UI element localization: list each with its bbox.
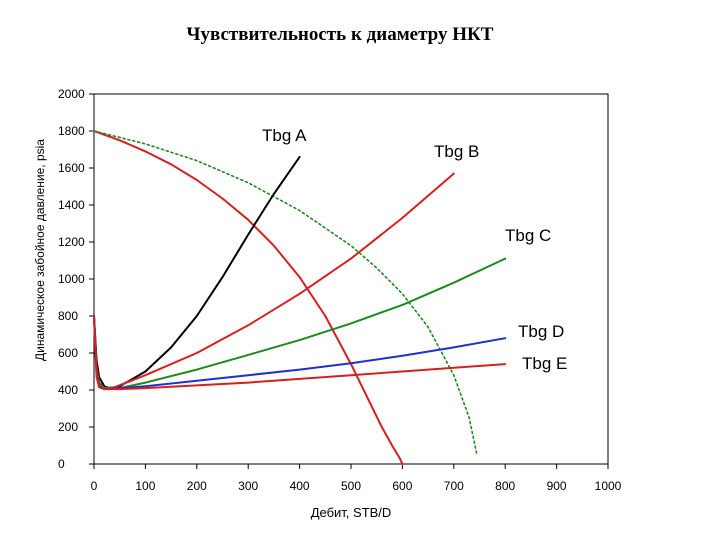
series-layer: [93, 130, 507, 465]
y-tick-label: 200: [58, 420, 78, 434]
y-tick-label: 400: [58, 383, 78, 397]
ipr-1-curve: [93, 130, 478, 456]
x-tick-label: 200: [187, 479, 207, 493]
x-tick-label: 700: [444, 479, 464, 493]
series-label-tbg-c: Tbg C: [505, 226, 551, 245]
x-tick-label: 100: [135, 479, 155, 493]
series-labels: Tbg A Tbg B Tbg C Tbg D Tbg E: [262, 126, 567, 373]
y-tick-label: 1200: [58, 235, 85, 249]
y-tick-label: 800: [58, 309, 78, 323]
x-tick-label: 0: [91, 479, 98, 493]
series-label-tbg-a: Tbg A: [262, 126, 307, 145]
x-tick-label: 600: [392, 479, 412, 493]
y-tick-label: 1000: [58, 272, 85, 286]
axis-ticks: 0 100 200 300 400 500 600 700 800 900 1000 0 200 400 6…: [58, 87, 622, 493]
x-tick-label: 400: [290, 479, 310, 493]
ipr-0-curve: [93, 130, 404, 465]
y-tick-label: 2000: [58, 87, 85, 101]
x-tick-label: 300: [238, 479, 258, 493]
x-tick-label: 1000: [595, 479, 622, 493]
x-axis-label: Дебит, STB/D: [311, 505, 392, 520]
y-axis-label: Динамическое забойное давление, psia: [33, 139, 47, 361]
y-tick-label: 600: [58, 346, 78, 360]
x-tick-label: 900: [547, 479, 567, 493]
y-tick-label: 1600: [58, 161, 85, 175]
y-tick-label: 1400: [58, 198, 85, 212]
series-label-tbg-e: Tbg E: [522, 354, 567, 373]
y-tick-label: 1800: [58, 124, 85, 138]
chart-title: Чувствительность к диаметру НКТ: [186, 24, 494, 45]
series-label-tbg-d: Tbg D: [518, 322, 564, 341]
plot-frame: [93, 93, 609, 465]
x-tick-label: 800: [495, 479, 515, 493]
y-tick-label: 0: [58, 457, 65, 471]
tbg-e-curve: [93, 315, 507, 391]
x-tick-label: 500: [341, 479, 361, 493]
series-label-tbg-b: Tbg B: [434, 142, 479, 161]
